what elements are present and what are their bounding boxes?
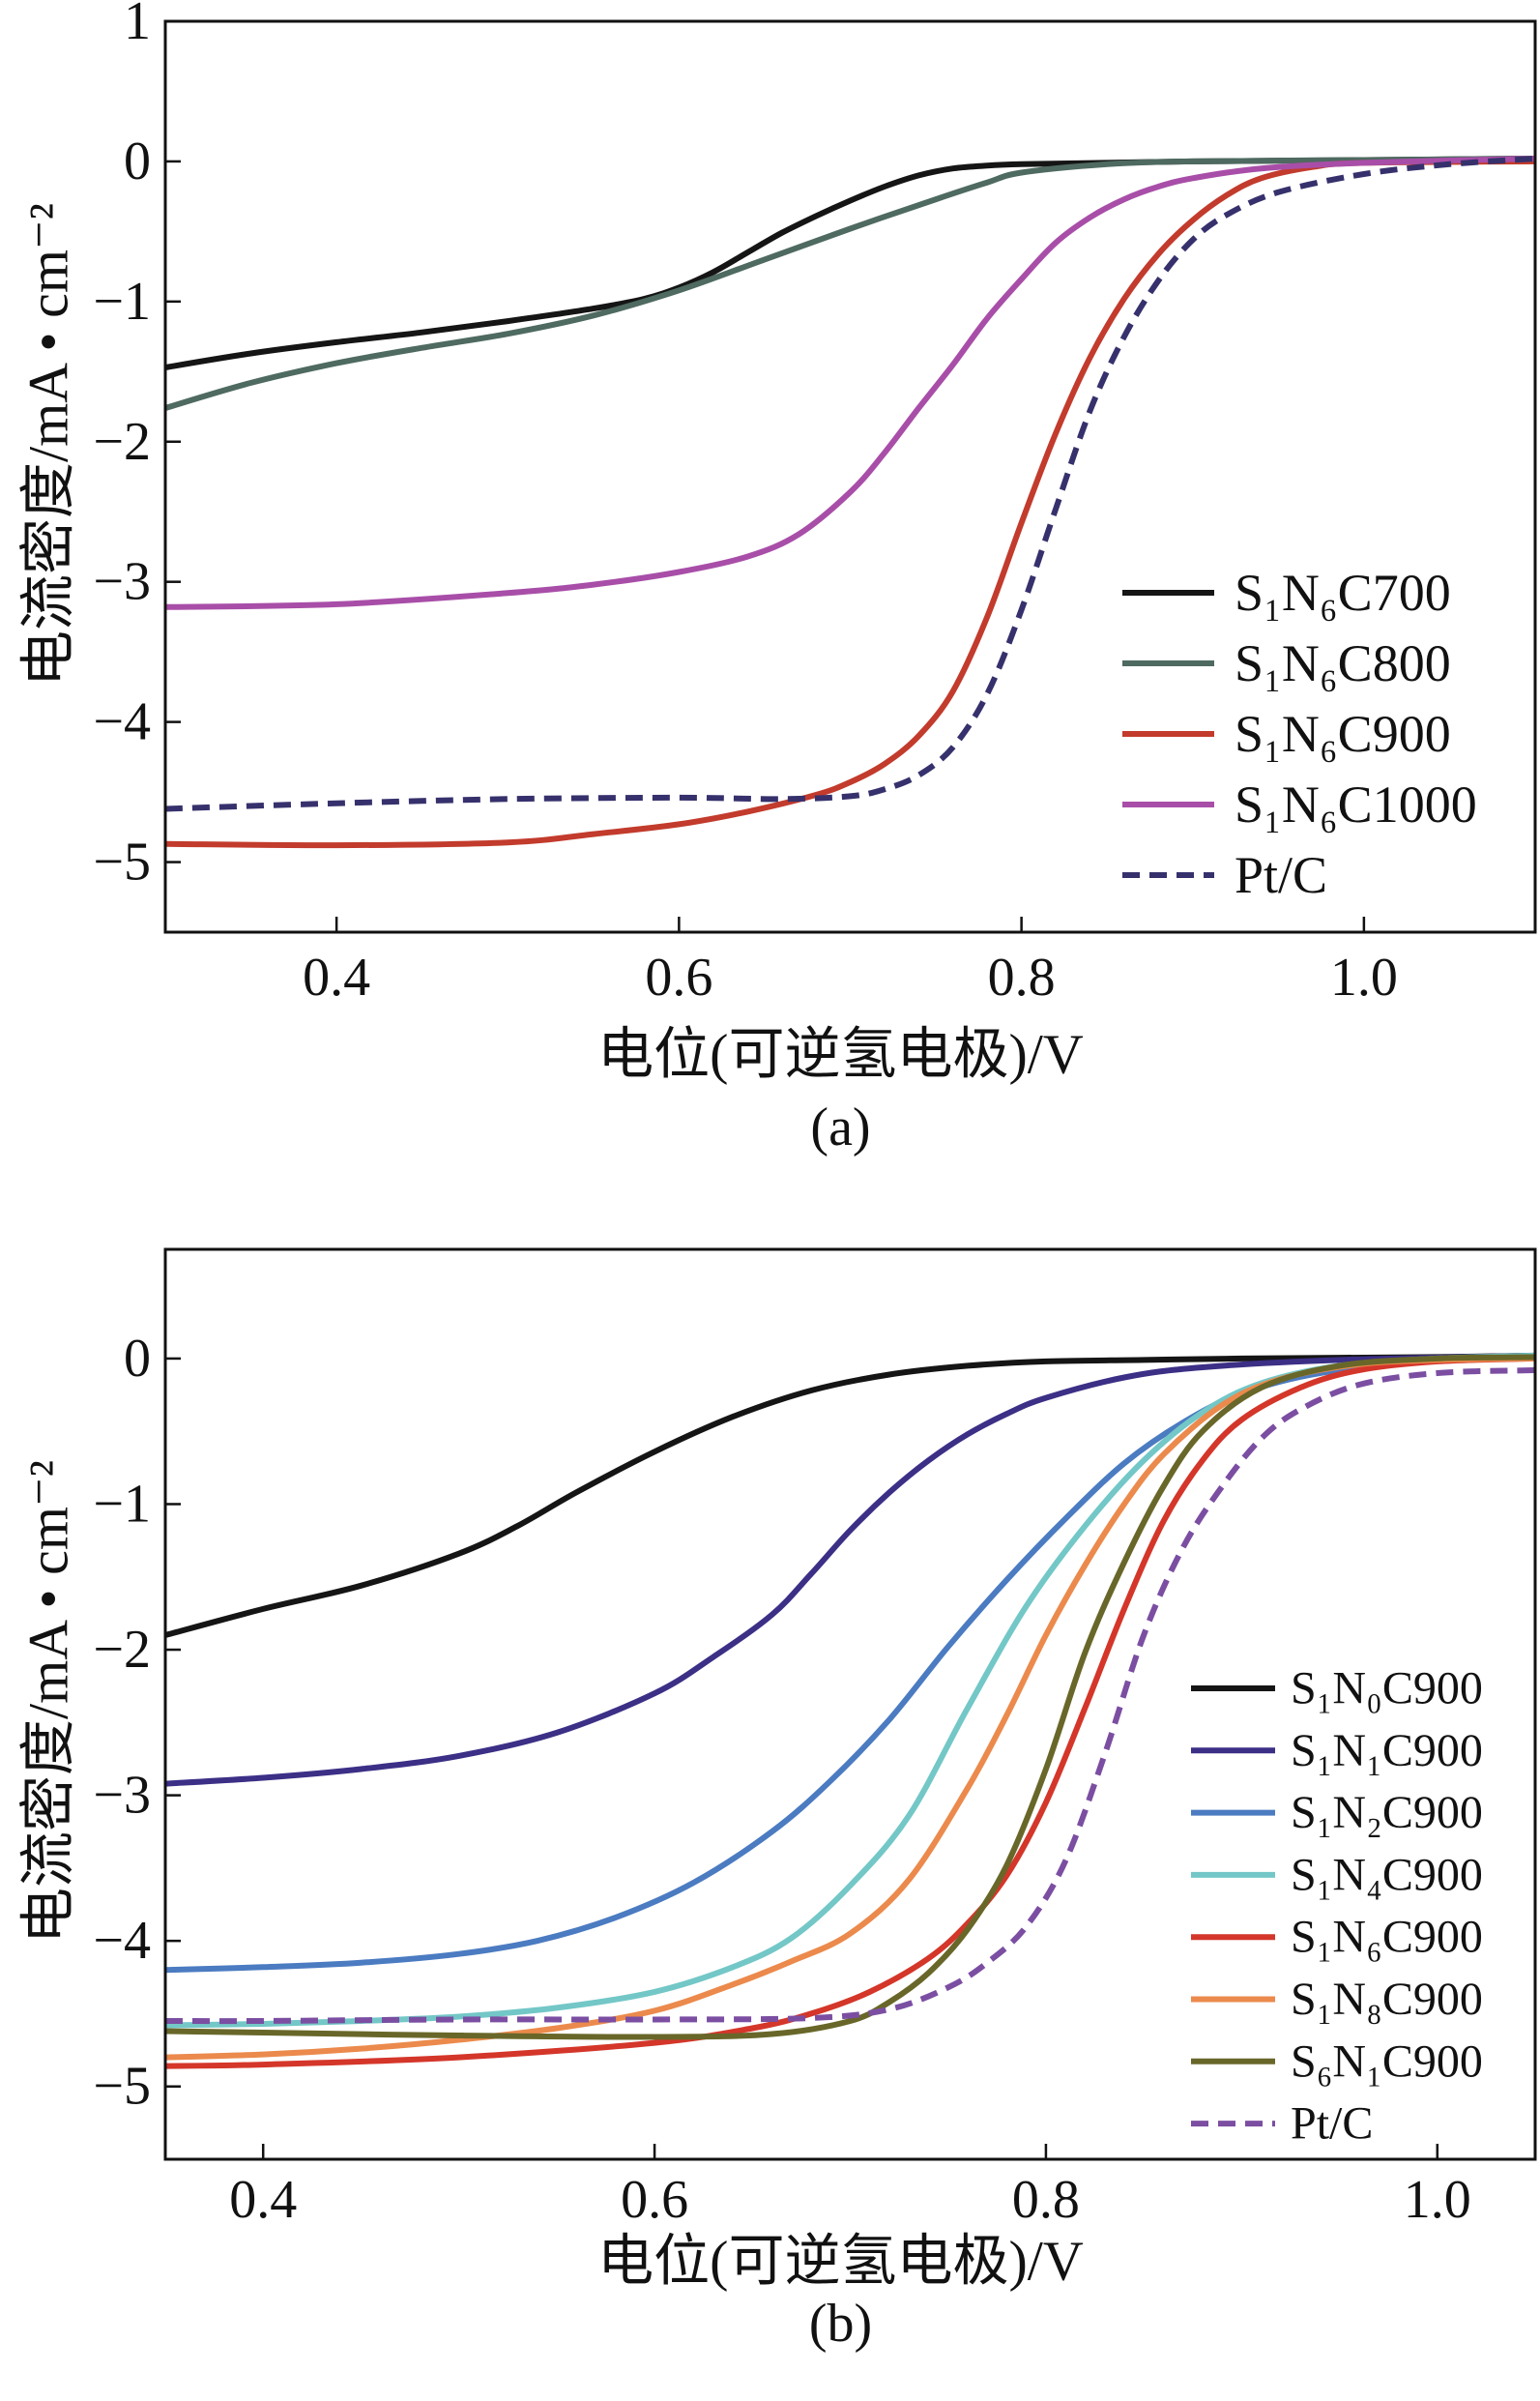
x-tick-label: 1.0 xyxy=(1404,2170,1471,2230)
series-line-s1n6c900 xyxy=(165,1355,1535,2069)
y-tick-label: −2 xyxy=(93,1620,151,1680)
y-axis-title: 电流密度/mA • cm⁻² xyxy=(17,1460,80,1944)
y-axis-title: 电流密度/mA • cm⁻² xyxy=(17,203,80,687)
series-line-s6n1c900 xyxy=(165,1354,1535,2040)
legend-label-s1n8c900: S₁N₈C900 xyxy=(1291,1974,1483,2025)
x-tick-label: 0.4 xyxy=(303,948,370,1008)
series-line-s1n6c1000 xyxy=(165,156,1535,610)
series-line-s1n6c800 xyxy=(165,156,1535,411)
x-tick-label: 0.6 xyxy=(621,2170,688,2230)
y-tick-label: 1 xyxy=(124,0,151,51)
y-tick-label: −3 xyxy=(93,552,151,612)
series-line-s1n0c900 xyxy=(165,1352,1535,1638)
y-tick-label: −3 xyxy=(93,1766,151,1826)
y-tick-label: 0 xyxy=(124,1329,151,1389)
legend-label-s1n2c900: S₁N₂C900 xyxy=(1291,1787,1483,1838)
series-group xyxy=(165,156,1535,849)
legend: S₁N₆C700 S₁N₆C800 S₁N₆C900 S₁N₆C1000 Pt/C xyxy=(1122,564,1477,904)
legend-label-s1n4c900: S₁N₄C900 xyxy=(1291,1849,1483,1900)
legend-label-s1n6c900: S₁N₆C900 xyxy=(1235,705,1451,763)
legend-label-s1n6c700: S₁N₆C700 xyxy=(1235,564,1451,622)
y-tick-label: −5 xyxy=(93,2057,151,2117)
panel-caption: (b) xyxy=(809,2294,872,2354)
legend-label-s1n1c900: S₁N₁C900 xyxy=(1291,1725,1483,1776)
panel-caption: (a) xyxy=(810,1098,870,1157)
plot-frame xyxy=(163,1247,1537,2161)
chart-panel-a: 1 0 −1 −2 −3 −4 −5 0.4 0.6 0.8 1.0 S₁N₆C700 S₁N₆C800… xyxy=(17,0,1537,1157)
chart-panel-b: 0−1−2−3−4−50.4 0.6 0.8 1.0S₁N₀C900S₁N₁C900S… xyxy=(17,1247,1537,2354)
x-tick-label: 0.8 xyxy=(1012,2170,1080,2230)
x-tick-label: 0.6 xyxy=(645,948,712,1008)
legend-label-pt-c: Pt/C xyxy=(1291,2098,1373,2150)
legend-label-s1n0c900: S₁N₀C900 xyxy=(1291,1663,1483,1714)
plot-frame xyxy=(163,19,1537,934)
y-tick-label: −5 xyxy=(93,833,151,893)
legend-label-s1n6c1000: S₁N₆C1000 xyxy=(1235,776,1477,834)
legend-label-s1n6c900: S₁N₆C900 xyxy=(1291,1912,1483,1963)
series-line-s1n1c900 xyxy=(165,1352,1535,1787)
x-tick-label: 0.4 xyxy=(229,2170,297,2230)
x-tick-label: 0.8 xyxy=(988,948,1056,1008)
x-axis-title: 电位(可逆氢电极)/V xyxy=(597,2230,1084,2293)
legend: S₁N₀C900 S₁N₁C900 S₁N₂C900 S₁N₄C900 S₁N₆C900… xyxy=(1191,1663,1483,2150)
y-tick-label: −4 xyxy=(93,692,151,752)
series-line-pt-c xyxy=(165,1367,1535,2025)
x-tick-label: 1.0 xyxy=(1330,948,1398,1008)
y-tick-label: −4 xyxy=(93,1911,151,1971)
legend-label-s1n6c800: S₁N₆C800 xyxy=(1235,634,1451,692)
legend-label-pt-c: Pt/C xyxy=(1235,846,1327,904)
y-tick-label: −1 xyxy=(93,272,151,332)
series-group xyxy=(165,1352,1535,2069)
y-tick-label: −2 xyxy=(93,412,151,472)
x-axis-title: 电位(可逆氢电极)/V xyxy=(597,1023,1084,1086)
series-line-pt-c xyxy=(165,156,1535,812)
legend-label-s6n1c900: S₆N₁C900 xyxy=(1291,2035,1483,2087)
y-tick-label: 0 xyxy=(124,132,151,191)
series-line-s1n6c900 xyxy=(165,158,1535,849)
y-tick-label: −1 xyxy=(93,1474,151,1534)
